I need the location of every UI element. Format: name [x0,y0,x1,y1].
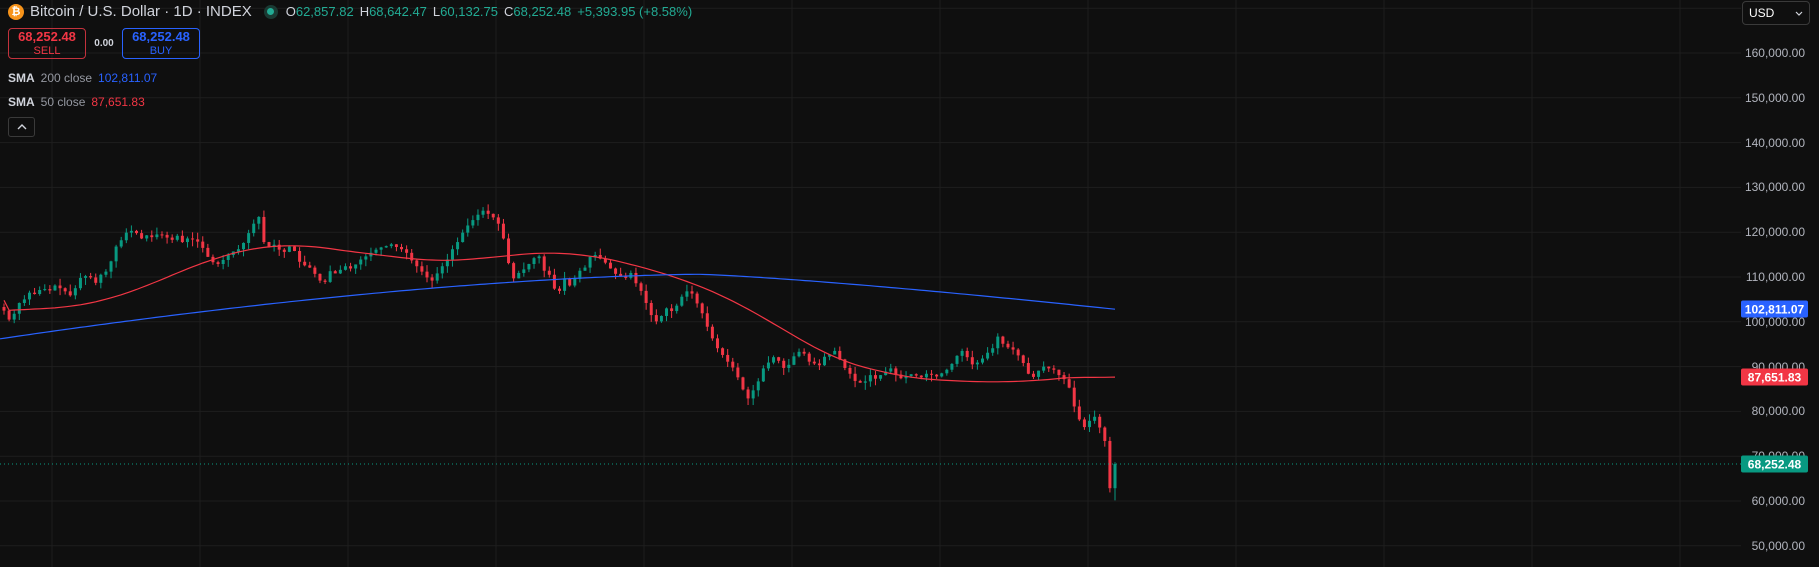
indicator-sma-200[interactable]: SMA 200 close 102,811.07 [8,71,158,85]
price-tick: 60,000.00 [1751,494,1805,508]
collapse-legend-button[interactable] [8,117,35,137]
close-value: 68,252.48 [513,4,572,19]
low-value: 60,132.75 [440,4,498,19]
buy-button[interactable]: 68,252.48 BUY [122,28,200,59]
sma-50-line [3,245,1116,383]
sell-button[interactable]: 68,252.48 SELL [8,28,86,59]
price-tick: 50,000.00 [1751,538,1805,553]
sma-200-line [0,273,1116,340]
ohlc-values: O62,857.82 H68,642.47 L60,132.75 C68,252… [285,4,693,19]
price-chart[interactable] [0,0,1741,567]
symbol-legend: ₿ Bitcoin / U.S. Dollar · 1D · INDEX O62… [8,3,692,20]
spread-value: 0.00 [94,38,114,49]
price-tick: 80,000.00 [1751,404,1805,419]
price-badge: 102,811.07 [1741,300,1808,318]
bitcoin-icon: ₿ [8,3,24,20]
price-tick: 110,000.00 [1745,270,1805,284]
candles [2,204,1117,501]
indicator-sma-50[interactable]: SMA 50 close 87,651.83 [8,95,145,109]
price-tick: 150,000.00 [1744,90,1805,105]
chevron-down-icon [1795,11,1803,16]
price-tick: 130,000.00 [1744,180,1805,195]
open-value: 62,857.82 [295,4,354,19]
sma-200-value: 102,811.07 [98,71,158,85]
chevron-up-icon [17,124,26,130]
high-value: 68,642.47 [369,4,427,19]
symbol-title[interactable]: Bitcoin / U.S. Dollar · 1D · INDEX [30,3,252,20]
sma-50-value: 87,651.83 [91,95,145,109]
price-badge: 87,651.83 [1741,368,1808,386]
currency-dropdown[interactable]: USD [1742,1,1810,25]
price-tick: 140,000.00 [1744,135,1805,150]
market-status-icon[interactable] [263,4,278,19]
price-badge: 68,252.48 [1741,455,1808,473]
trade-buttons: 68,252.48 SELL 0.00 68,252.48 BUY [8,28,200,59]
grid [0,0,1741,567]
price-axis[interactable]: 160,000.00 150,000.00 140,000.00 130,000.00… [1741,0,1819,567]
price-tick: 120,000.00 [1744,225,1805,240]
change-value: +5,393.95 (+8.58%) [577,4,693,19]
price-tick: 160,000.00 [1744,46,1805,60]
price-tick: 100,000.00 [1744,314,1805,329]
